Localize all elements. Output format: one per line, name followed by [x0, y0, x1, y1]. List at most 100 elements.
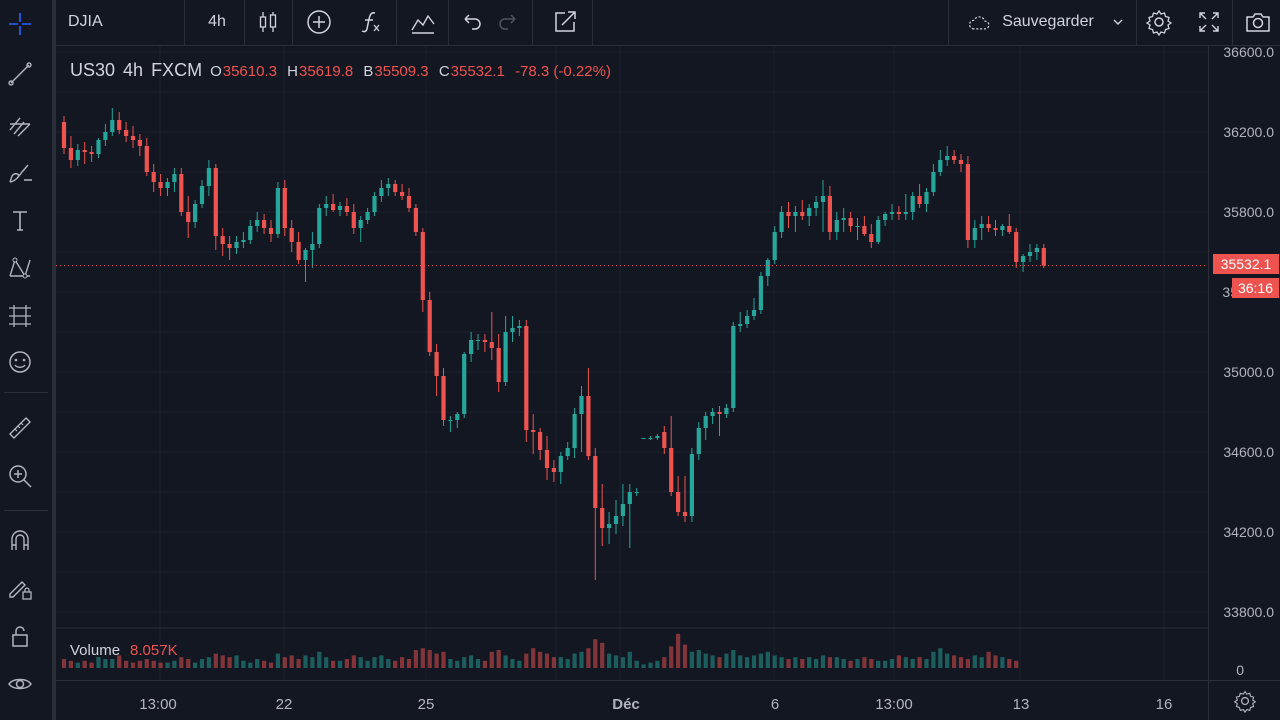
- function-icon[interactable]: [354, 0, 388, 44]
- volume-bar: [903, 657, 908, 668]
- volume-legend: Volume 8.057K: [70, 642, 178, 659]
- candle-body: [579, 396, 584, 414]
- emoji-icon[interactable]: [4, 346, 36, 378]
- fullscreen-icon[interactable]: [1192, 0, 1226, 44]
- price-tick-label: 34200.0: [1223, 524, 1274, 540]
- price-tick-label: 36600.0: [1223, 44, 1274, 60]
- candle-body: [689, 454, 694, 516]
- candle-body: [634, 492, 639, 493]
- candle-body: [765, 260, 770, 276]
- candle-body: [482, 340, 487, 342]
- volume-bar: [268, 662, 274, 668]
- volume-bar: [393, 660, 398, 668]
- legend-close: 35532.1: [450, 63, 505, 80]
- text-tool-icon[interactable]: [4, 204, 36, 236]
- zoom-in-icon[interactable]: [4, 460, 36, 492]
- ruler-icon[interactable]: [4, 412, 36, 444]
- interval-button[interactable]: 4h: [196, 0, 238, 44]
- lock-drawing-icon[interactable]: [4, 572, 36, 604]
- volume-bar: [827, 657, 832, 668]
- settings-gear-icon[interactable]: [1142, 0, 1176, 44]
- time-axis[interactable]: [56, 680, 1208, 720]
- candle-body: [275, 188, 280, 234]
- current-price-label: 35532.1: [1213, 254, 1279, 274]
- candle-body: [455, 414, 460, 420]
- volume-bar: [848, 660, 853, 668]
- eye-icon[interactable]: [4, 668, 36, 700]
- volume-bar: [993, 655, 998, 668]
- candle-body: [68, 148, 73, 160]
- publish-idea-icon[interactable]: [548, 0, 582, 44]
- save-button[interactable]: Sauvegarder: [956, 0, 1132, 44]
- volume-bar: [531, 648, 536, 668]
- volume-bar: [434, 653, 439, 668]
- volume-bar: [669, 646, 674, 668]
- volume-bar: [289, 655, 294, 668]
- volume-bar: [924, 659, 929, 668]
- symbol-search-button[interactable]: DJIA: [68, 0, 138, 44]
- volume-bar: [862, 657, 867, 668]
- pattern-icon[interactable]: [4, 252, 36, 284]
- candle-body: [848, 218, 853, 226]
- volume-bar: [227, 657, 232, 668]
- unlock-icon[interactable]: [4, 620, 36, 652]
- volume-bar: [724, 653, 729, 668]
- candle-body: [889, 212, 895, 214]
- legend-change: -78.3 (-0.22%): [515, 63, 611, 80]
- volume-bar: [586, 648, 591, 668]
- templates-icon[interactable]: [406, 0, 440, 44]
- trend-line-icon[interactable]: [4, 58, 36, 90]
- volume-bar: [634, 660, 639, 668]
- redo-icon[interactable]: [494, 0, 524, 44]
- volume-bar: [558, 657, 563, 668]
- volume-bar: [565, 659, 570, 668]
- volume-bar: [427, 650, 432, 668]
- volume-bar: [351, 655, 356, 668]
- candles-icon[interactable]: [252, 0, 284, 44]
- candle-body: [427, 300, 432, 352]
- volume-bar: [372, 657, 377, 668]
- candle-body: [924, 192, 929, 204]
- candle-body: [807, 208, 812, 216]
- candle-body: [841, 218, 846, 220]
- volume-bar: [420, 648, 425, 668]
- time-tick-label: 13:00: [875, 696, 913, 713]
- volume-bar: [738, 655, 743, 668]
- candle-body: [144, 146, 149, 172]
- chart-pane[interactable]: [56, 46, 1208, 680]
- settings-gear-icon[interactable]: [1233, 689, 1257, 713]
- camera-icon[interactable]: [1240, 0, 1276, 44]
- volume-bar: [303, 655, 308, 668]
- volume-bar: [310, 657, 315, 668]
- candle-body: [351, 212, 356, 228]
- volume-bar: [262, 660, 267, 668]
- fib-retracement-icon[interactable]: [4, 108, 36, 140]
- magnet-icon[interactable]: [4, 524, 36, 556]
- volume-bar: [68, 660, 73, 668]
- candle-body: [696, 428, 701, 454]
- candle-body: [1034, 248, 1039, 252]
- volume-bar: [682, 644, 688, 668]
- chart-settings-corner[interactable]: [1208, 680, 1280, 720]
- candle-body: [820, 196, 826, 202]
- prediction-icon[interactable]: [4, 300, 36, 332]
- price-chart[interactable]: [56, 46, 1208, 680]
- crosshair-icon[interactable]: [4, 8, 36, 40]
- volume-bar: [503, 655, 508, 668]
- volume-bar: [124, 660, 129, 668]
- legend-ohlc: O35610.3 H35619.8 B35509.3 C35532.1 -78.…: [210, 63, 611, 80]
- undo-icon[interactable]: [456, 0, 486, 44]
- price-axis[interactable]: 36600.0 36200.0 35800.0 35000.0 34600.0 34200…: [1208, 44, 1280, 680]
- candle-body: [834, 220, 839, 232]
- indicators-add-icon[interactable]: [302, 0, 336, 44]
- volume-bar: [627, 651, 632, 668]
- candle-body: [186, 212, 191, 222]
- brush-icon[interactable]: [4, 156, 36, 188]
- volume-bar: [193, 662, 198, 668]
- candle-body: [544, 450, 550, 468]
- volume-bar: [89, 662, 94, 668]
- candle-body: [310, 244, 315, 250]
- candle-body: [662, 432, 667, 448]
- volume-bar: [110, 659, 115, 668]
- candle-body: [1041, 248, 1046, 266]
